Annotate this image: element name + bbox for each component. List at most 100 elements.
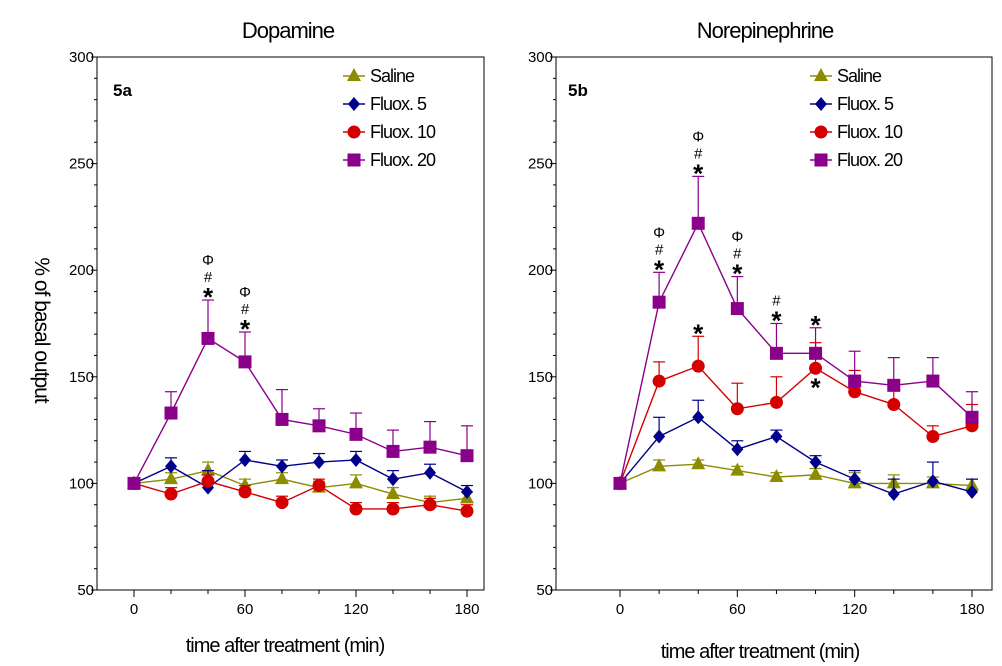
significance-annotation: *#Φ [692,128,704,188]
significance-hash: # [241,301,250,318]
data-point [238,355,252,369]
data-point [164,487,178,501]
data-point [652,458,667,472]
data-point [423,440,437,454]
legend-marker [347,125,361,139]
significance-hash: # [694,145,703,162]
x-axis-label: time after treatment (min) [186,635,385,657]
data-point [275,412,289,426]
significance-star: * [654,254,665,284]
y-tick-label: 300 [528,49,553,66]
significance-annotation: * [693,318,704,348]
data-point [461,484,473,499]
legend-label: Fluox. 10 [837,122,903,142]
significance-hash: # [655,241,664,258]
data-point [926,474,939,489]
series-line [619,416,973,495]
significance-hash: # [733,246,742,263]
legend-label: Fluox. 20 [837,150,903,170]
significance-annotation: *#Φ [731,229,743,289]
data-point [387,472,399,487]
data-point [966,484,978,499]
series-fluox-5 [128,450,473,499]
legend-marker [815,97,827,111]
data-point [386,502,400,516]
x-tick-label: 120 [842,601,867,618]
data-point [808,466,823,480]
data-point [730,402,744,416]
data-point [731,442,744,457]
y-tick-label: 100 [528,475,553,492]
series-fluox-10 [127,474,474,518]
significance-annotation: * [810,372,821,402]
data-point [613,476,627,490]
significance-annotation: * [810,310,821,340]
data-point [201,331,215,345]
significance-star: * [240,314,251,344]
data-point [809,455,822,470]
panel-title: Dopamine [242,18,335,43]
data-point [349,427,363,441]
series-saline [613,456,979,491]
significance-annotation: *# [771,293,782,336]
x-axis-label: time after treatment (min) [661,641,860,663]
legend: Saline Fluox. 5 Fluox. 10 Fluox. 20 [343,66,437,170]
data-point [275,496,289,510]
significance-phi: Φ [202,252,214,269]
series-fluox-10 [613,335,979,490]
data-point [239,452,251,467]
y-tick-label: 250 [69,156,94,173]
significance-phi: Φ [692,128,704,145]
legend-label: Saline [370,66,415,86]
legend-label: Saline [837,66,882,86]
data-point [652,295,666,309]
data-point [965,410,979,424]
data-point [887,398,901,412]
data-point [165,459,177,474]
significance-annotation: *#Φ [202,252,214,312]
legend-marker [347,68,361,81]
data-point [848,472,861,487]
series-line [133,469,468,504]
data-point [349,502,363,516]
data-point [386,444,400,458]
data-point [926,374,940,388]
x-tick-label: 60 [237,601,254,618]
data-point [926,429,940,443]
panel-label: 5b [568,81,588,100]
data-point [652,374,666,388]
plot-frame [555,56,993,591]
data-point [887,487,900,502]
significance-phi: Φ [653,224,665,241]
data-point [276,459,288,474]
data-point [691,359,705,373]
data-point [730,462,745,476]
data-point [887,378,901,392]
data-point [313,455,325,470]
data-point [201,474,215,488]
significance-annotation: *#Φ [239,284,251,344]
panel-norepinephrine: Norepinephrine 5b time after treatment (… [528,18,993,663]
data-point [312,419,326,433]
series-saline [127,461,474,508]
y-tick-label: 150 [69,369,94,386]
significance-phi: Φ [239,284,251,301]
series-line [619,365,973,484]
data-point [848,374,862,388]
data-point [164,471,178,485]
data-point [730,302,744,316]
data-point [769,395,783,409]
data-point [127,476,141,490]
data-point [848,385,862,399]
significance-annotation: *#Φ [653,224,665,284]
data-point [809,361,823,375]
data-point [238,485,252,499]
x-tick-label: 180 [454,601,479,618]
data-point [692,410,705,425]
data-point [809,346,823,360]
data-point [312,479,326,493]
significance-hash: # [772,293,781,310]
y-axis-label: % of basal output [30,257,53,403]
significance-star: * [732,259,743,289]
legend-marker [814,125,828,139]
